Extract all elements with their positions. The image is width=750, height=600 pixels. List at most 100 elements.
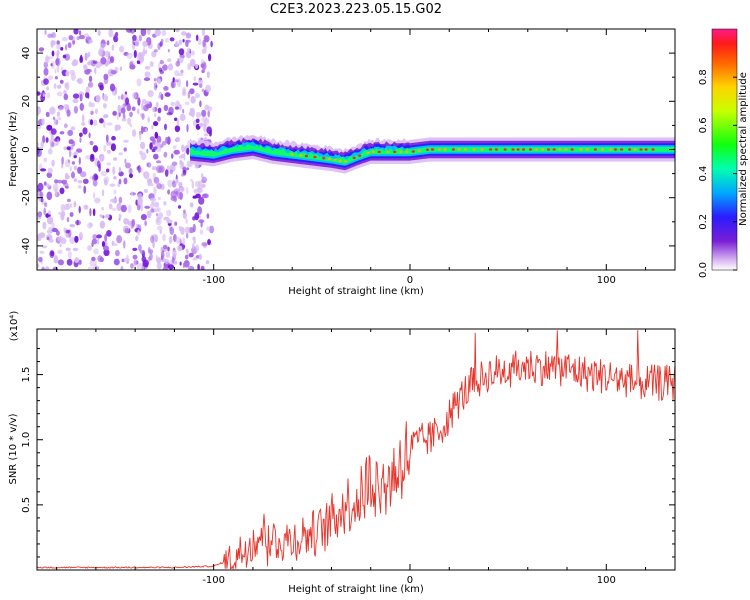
noise-speck [174, 117, 178, 122]
noise-speck [78, 157, 81, 165]
noise-speck [117, 95, 121, 100]
noise-speck [47, 216, 54, 225]
noise-speck [159, 60, 164, 65]
noise-speck [147, 90, 154, 98]
noise-speck [66, 217, 70, 223]
noise-speck [115, 31, 119, 37]
noise-speck [194, 212, 200, 221]
noise-speck [160, 93, 164, 101]
noise-speck [83, 204, 89, 210]
noise-speck [89, 260, 95, 267]
noise-speck [179, 261, 182, 266]
noise-speck [185, 39, 189, 48]
noise-speck [174, 221, 178, 226]
noise-speck [60, 47, 64, 51]
noise-speck [201, 29, 206, 37]
noise-speck [51, 141, 55, 148]
noise-speck [73, 165, 78, 171]
noise-speck [144, 71, 151, 78]
noise-speck [188, 266, 195, 270]
noise-speck [72, 140, 76, 147]
noise-speck [153, 201, 160, 208]
noise-speck [127, 104, 132, 112]
noise-speck [64, 203, 70, 211]
noise-speck [118, 166, 121, 173]
ridge-hotspot [489, 148, 493, 151]
noise-speck [164, 92, 171, 97]
noise-speck [129, 173, 133, 178]
noise-speck [201, 88, 205, 92]
ridge-hotspot [516, 148, 520, 151]
noise-speck [159, 69, 164, 75]
noise-speck [205, 36, 209, 43]
noise-speck [93, 60, 98, 64]
noise-speck [79, 93, 83, 102]
noise-speck [127, 117, 131, 125]
ridge-hotspot [600, 148, 605, 151]
noise-speck [92, 145, 99, 153]
noise-speck [164, 136, 169, 144]
noise-speck [202, 39, 206, 48]
noise-speck [66, 198, 71, 203]
noise-speck [68, 149, 72, 158]
noise-speck [113, 258, 120, 266]
snr-panel: -100 0 100 0.5 1.0 1.5 Height of straight lin… [8, 311, 676, 595]
ridge-hotspot [585, 148, 589, 151]
ridge-hotspot [417, 149, 421, 152]
noise-speck [106, 162, 112, 166]
noise-speck [137, 197, 143, 206]
y-multiplier-label: (x10⁴) [9, 311, 20, 342]
noise-speck [199, 229, 204, 235]
noise-speck [120, 265, 124, 270]
noise-speck [82, 178, 89, 184]
noise-speck [111, 44, 115, 51]
noise-speck [104, 233, 107, 242]
noise-speck [116, 235, 122, 244]
noise-speck [82, 127, 88, 135]
ridge-hotspot [290, 153, 294, 156]
noise-speck [96, 234, 102, 239]
noise-speck [166, 209, 172, 217]
noise-speck [145, 103, 152, 109]
noise-speck [102, 245, 110, 251]
noise-speck [137, 97, 141, 106]
noise-speck [88, 75, 93, 83]
noise-speck [183, 209, 186, 214]
noise-speck [76, 148, 83, 153]
top-y-tick-label: 0 [21, 146, 32, 152]
noise-speck [65, 44, 68, 51]
noise-speck [200, 265, 205, 270]
noise-speck [47, 33, 53, 39]
noise-speck [186, 167, 190, 171]
noise-speck [56, 179, 63, 184]
noise-speck [162, 244, 168, 250]
noise-speck [182, 87, 187, 93]
noise-speck [41, 118, 45, 126]
noise-speck [132, 129, 137, 137]
noise-speck [58, 259, 64, 266]
noise-speck [44, 56, 50, 63]
noise-speck [149, 61, 154, 68]
noise-speck [105, 214, 110, 219]
noise-speck [46, 229, 53, 234]
noise-speck [73, 154, 77, 159]
noise-speck [110, 69, 117, 75]
noise-speck [50, 128, 57, 135]
noise-speck [76, 219, 79, 226]
ridge-hotspot [352, 156, 356, 160]
noise-speck [127, 204, 132, 214]
noise-speck [94, 174, 99, 180]
noise-speck [72, 93, 80, 99]
noise-speck [144, 205, 151, 209]
bottom-y-tick-label: 1.5 [21, 367, 32, 383]
noise-speck [181, 144, 185, 153]
noise-speck [195, 63, 199, 69]
noise-speck [173, 260, 178, 265]
noise-speck [153, 121, 159, 127]
noise-speck [63, 123, 68, 129]
noise-speck [140, 125, 144, 135]
noise-speck [86, 53, 90, 59]
top-x-tick-label: 0 [407, 275, 413, 286]
ridge-hotspot [338, 159, 342, 162]
noise-speck [125, 97, 130, 105]
